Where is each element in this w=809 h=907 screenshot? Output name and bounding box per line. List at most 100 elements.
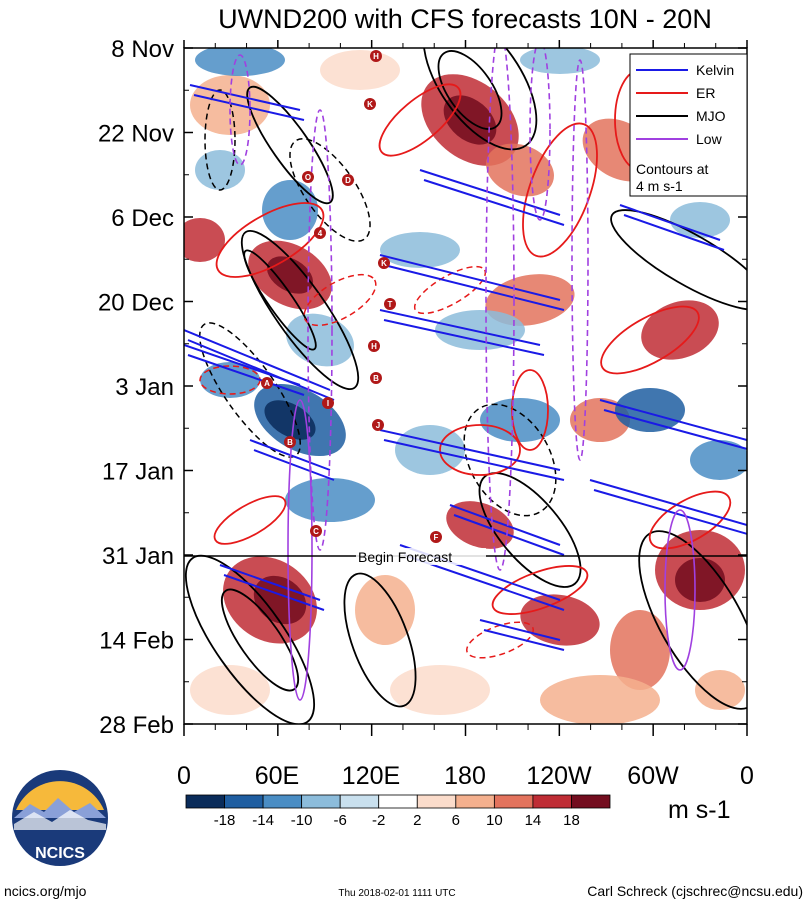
storm-marker-label: K	[381, 259, 387, 268]
storm-marker-label: J	[376, 421, 380, 430]
kelvin-contour	[589, 479, 747, 526]
anomaly-blob	[380, 232, 460, 268]
storm-marker: D	[342, 174, 354, 186]
kelvin-contour	[223, 574, 325, 611]
colorbar-tick-label: 6	[452, 812, 460, 829]
kelvin-contour	[193, 94, 305, 121]
ncics-logo: NCICS	[12, 770, 108, 866]
storm-marker-icon	[364, 98, 376, 110]
legend-label-kelvin: Kelvin	[696, 62, 734, 78]
anomaly-blob	[435, 310, 525, 350]
storm-marker-icon	[368, 340, 380, 352]
storm-marker: A	[261, 377, 273, 389]
storm-marker-icon	[310, 525, 322, 537]
anomaly-blob	[320, 50, 400, 90]
colorbar-swatch	[532, 794, 572, 809]
storm-marker-label: D	[345, 176, 351, 185]
anomaly-blob	[355, 575, 415, 645]
storm-markers: H K O D 4 K T H B A I J B C F	[261, 50, 442, 543]
storm-marker-icon	[370, 372, 382, 384]
y-axis: 8 Nov 22 Nov 6 Dec 20 Dec 3 Jan 17 Jan 31 Jan 1…	[98, 36, 747, 739]
y-tick-label: 8 Nov	[111, 36, 174, 63]
kelvin-contour	[449, 504, 561, 546]
storm-marker-icon	[370, 50, 382, 62]
anomaly-blob	[540, 675, 660, 724]
mjo-contour	[246, 85, 334, 205]
storm-marker-label: A	[264, 379, 270, 388]
colorbar-swatch	[339, 794, 380, 809]
storm-marker-label: C	[313, 527, 319, 536]
low-contour	[307, 109, 333, 551]
colorbar-tick-label: -10	[291, 812, 313, 829]
storm-marker-icon	[372, 419, 384, 431]
legend-label-low: Low	[696, 131, 723, 147]
kelvin-contour	[623, 214, 725, 251]
y-tick-label: 6 Dec	[111, 205, 174, 232]
colorbar-tick-label: 10	[486, 812, 503, 829]
er-contour	[213, 495, 287, 545]
storm-marker-label: H	[371, 342, 377, 351]
colorbar-tick-label: -18	[214, 812, 236, 829]
storm-marker: J	[372, 419, 384, 431]
er-contour	[600, 305, 700, 375]
kelvin-contour	[419, 169, 561, 216]
storm-marker-icon	[284, 436, 296, 448]
storm-marker-label: B	[373, 374, 379, 383]
storm-marker-label: T	[388, 300, 393, 309]
colorbar-swatch	[493, 794, 534, 809]
storm-marker-icon	[314, 227, 326, 239]
kelvin-contour	[187, 339, 335, 401]
anomaly-blob	[264, 400, 316, 440]
low-contour	[571, 59, 589, 461]
mjo-contour	[343, 572, 417, 708]
kelvin-contour	[379, 429, 561, 471]
storm-marker-label: 4	[318, 229, 323, 238]
mjo-contour	[422, 48, 538, 151]
mjo-contour	[240, 229, 360, 391]
kelvin-contour	[383, 439, 565, 481]
storm-marker: O	[302, 171, 314, 183]
filtered-contours	[184, 48, 747, 724]
chart-title: UWND200 with CFS forecasts 10N - 20N	[218, 4, 712, 34]
colorbar-tick-label: 14	[525, 812, 542, 829]
kelvin-contour	[479, 619, 561, 641]
storm-marker-label: I	[327, 399, 329, 408]
anomaly-blob	[285, 478, 375, 522]
colorbar-tick-label: 18	[563, 812, 580, 829]
colorbar-swatch	[224, 794, 264, 809]
storm-marker-icon	[322, 397, 334, 409]
kelvin-contour	[219, 564, 321, 601]
footer-author: Carl Schreck (cjschrec@ncsu.edu)	[587, 883, 803, 899]
anomaly-blob	[610, 610, 670, 690]
colorbar-units: m s-1	[668, 796, 731, 824]
er-contour	[648, 490, 732, 550]
kelvin-contour	[593, 489, 747, 535]
x-tick-label: 0	[740, 762, 754, 790]
footer-website[interactable]: ncics.org/mjo	[4, 883, 87, 899]
anomaly-blob	[184, 218, 225, 262]
mjo-contour	[220, 588, 300, 692]
storm-marker-label: K	[367, 100, 373, 109]
colorbar: -18 -14 -10 -6 -2 2 6 10 14 18	[185, 794, 611, 829]
er-contour-negative	[466, 621, 534, 659]
footer-timestamp: Thu 2018-02-01 1111 UTC	[338, 888, 455, 899]
logo-text: NCICS	[35, 845, 85, 862]
storm-marker: K	[378, 257, 390, 269]
mjo-contour	[610, 209, 747, 311]
legend-label-er: ER	[696, 85, 715, 101]
storm-marker: K	[364, 98, 376, 110]
colorbar-swatch	[262, 794, 303, 809]
kelvin-contour	[189, 84, 301, 111]
mjo-contour	[478, 472, 582, 588]
low-contour	[664, 509, 696, 671]
anomaly-blob	[695, 670, 745, 710]
kelvin-contour	[453, 514, 565, 556]
colorbar-swatch	[378, 794, 418, 809]
y-tick-label: 17 Jan	[102, 459, 174, 486]
storm-marker-icon	[302, 171, 314, 183]
er-contour	[215, 202, 325, 278]
kelvin-contour	[423, 179, 565, 226]
y-tick-label: 3 Jan	[115, 374, 174, 401]
kelvin-contour	[599, 399, 747, 441]
